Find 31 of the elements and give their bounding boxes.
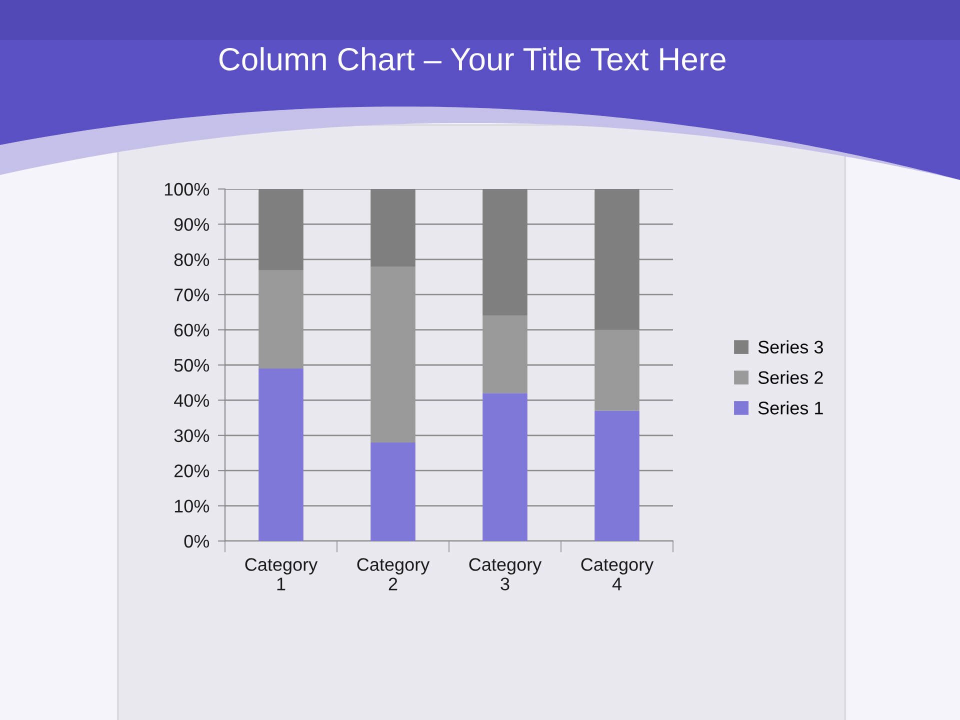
bar bbox=[370, 266, 416, 442]
bar bbox=[258, 270, 304, 369]
bar bbox=[258, 189, 304, 270]
bar bbox=[370, 189, 416, 266]
y-tick-label: 60% bbox=[174, 324, 210, 337]
bar bbox=[594, 330, 640, 411]
y-tick-label: 50% bbox=[174, 358, 210, 372]
y-tick-label: 80% bbox=[174, 253, 210, 266]
y-tick-label: 70% bbox=[174, 288, 210, 302]
y-tick-label: 90% bbox=[174, 218, 210, 231]
y-tick-label: 100% bbox=[164, 182, 210, 196]
y-tick-label: 20% bbox=[174, 464, 210, 478]
bar bbox=[594, 189, 640, 330]
x-tick-label: Category 2 bbox=[357, 558, 430, 590]
legend-label: Series 3 bbox=[758, 340, 823, 354]
bar bbox=[370, 442, 416, 541]
y-tick-label: 40% bbox=[174, 394, 210, 407]
bar bbox=[258, 368, 304, 541]
legend-label: Series 1 bbox=[758, 401, 823, 414]
x-tick-label: Category 1 bbox=[245, 558, 318, 590]
y-tick-label: 30% bbox=[174, 429, 210, 442]
x-tick-label: Category 3 bbox=[469, 558, 542, 590]
bar bbox=[482, 189, 528, 316]
bar bbox=[482, 393, 528, 541]
x-tick-label: Category 4 bbox=[581, 558, 654, 590]
y-tick-label: 0% bbox=[184, 534, 210, 548]
legend-label: Series 2 bbox=[758, 370, 823, 384]
bar bbox=[482, 316, 528, 394]
bar bbox=[594, 410, 640, 541]
chart-title: Column Chart – Your Title Text Here bbox=[219, 47, 726, 71]
y-tick-label: 10% bbox=[174, 500, 210, 513]
